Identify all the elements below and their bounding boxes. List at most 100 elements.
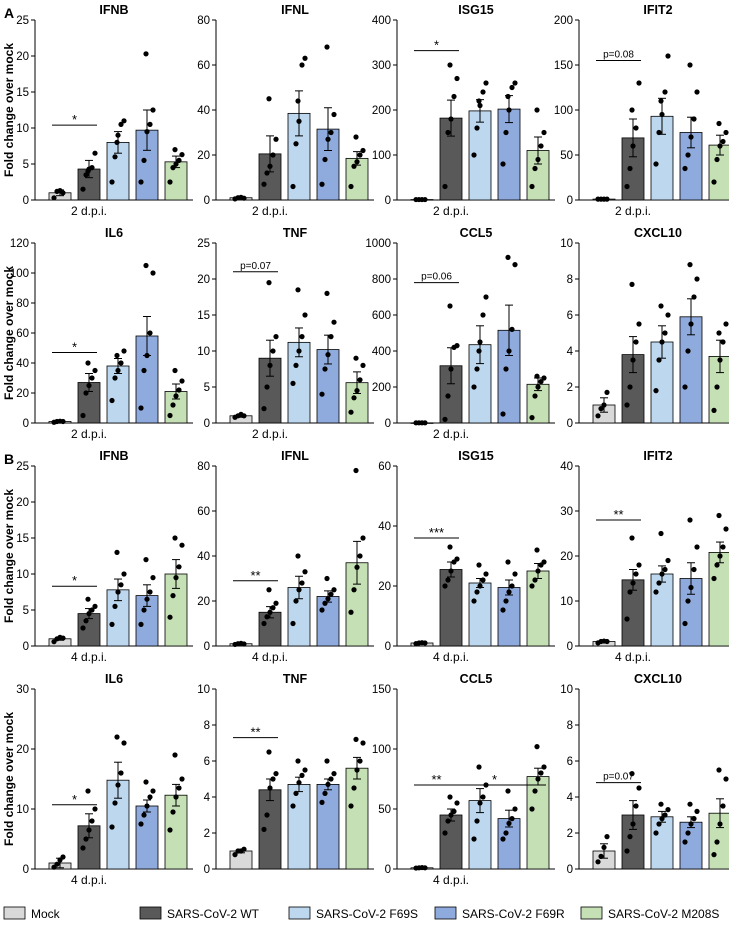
- y-tick-label: 0: [23, 195, 29, 207]
- data-point: [322, 366, 328, 372]
- bar-3: [468, 582, 492, 647]
- data-point: [141, 367, 147, 374]
- y-tick-label: 0: [385, 195, 391, 207]
- data-point: [636, 562, 642, 568]
- data-point: [173, 393, 179, 399]
- data-point: [532, 788, 538, 794]
- data-point: [115, 132, 121, 138]
- data-point: [477, 800, 483, 806]
- data-point: [653, 161, 659, 167]
- data-point: [353, 355, 359, 361]
- data-point: [422, 196, 428, 203]
- x-axis-label: 4 d.p.i.: [433, 650, 469, 664]
- data-point: [694, 544, 700, 550]
- x-axis-label: 4 d.p.i.: [252, 650, 288, 664]
- legend-swatch: [434, 906, 457, 920]
- data-point: [662, 89, 668, 95]
- data-point: [176, 387, 182, 393]
- data-point: [474, 125, 480, 131]
- y-tick-label: 20: [560, 551, 573, 563]
- data-point: [601, 844, 607, 851]
- significance-label: **: [250, 568, 260, 583]
- legend-swatch: [3, 906, 26, 920]
- y-tick-label: 40: [378, 521, 391, 533]
- data-point: [273, 334, 279, 340]
- data-point: [261, 181, 267, 187]
- x-axis-label: 2 d.p.i.: [71, 204, 107, 218]
- data-point: [717, 821, 723, 827]
- data-point: [60, 635, 66, 641]
- data-point: [144, 129, 150, 135]
- panel-letter-a: A: [4, 5, 14, 21]
- data-point: [474, 818, 480, 824]
- data-point: [348, 183, 354, 190]
- data-point: [266, 749, 272, 755]
- data-point: [691, 116, 697, 122]
- data-point: [633, 125, 639, 131]
- chart-a-tnf: TNF 0 5 10 15 20 25 p=0.07 2 d.p.i.: [197, 226, 374, 441]
- data-point: [627, 834, 633, 840]
- data-point: [54, 861, 60, 867]
- data-point: [454, 800, 460, 806]
- data-point: [538, 143, 544, 149]
- legend-label: SARS-CoV-2 F69S: [316, 907, 418, 921]
- data-point: [351, 587, 357, 593]
- y-tick-label: 60: [16, 328, 29, 340]
- data-point: [266, 587, 272, 593]
- significance-label: p=0.06: [421, 272, 452, 283]
- data-point: [471, 836, 477, 842]
- significance-label: *: [434, 38, 439, 53]
- y-tick-label: 0: [204, 195, 210, 207]
- data-point: [273, 600, 279, 606]
- data-point: [471, 384, 477, 390]
- data-point: [172, 535, 178, 541]
- data-point: [691, 566, 697, 573]
- data-point: [360, 147, 366, 154]
- data-point: [624, 848, 630, 854]
- data-point: [448, 568, 454, 574]
- data-point: [296, 587, 302, 593]
- data-point: [532, 577, 538, 583]
- chart-b-cxcl10: CXCL10 0 2 4 6 8 10 p=0.07: [560, 672, 729, 876]
- data-point: [477, 583, 483, 589]
- y-tick-label: 60: [197, 60, 210, 72]
- data-point: [109, 621, 115, 628]
- data-point: [348, 803, 354, 809]
- y-tick-label: 200: [372, 105, 391, 117]
- data-point: [353, 736, 359, 743]
- data-point: [716, 767, 722, 773]
- legend-swatch: [288, 906, 311, 920]
- data-point: [319, 799, 325, 806]
- data-point: [112, 800, 118, 806]
- y-tick-label: 20: [197, 596, 210, 608]
- data-point: [658, 303, 664, 309]
- bar-5: [708, 355, 729, 424]
- data-point: [656, 821, 662, 827]
- data-point: [150, 107, 156, 113]
- y-axis-label: Fold change over mock: [2, 43, 16, 177]
- legend-swatch: [139, 906, 162, 920]
- data-point: [232, 852, 238, 858]
- data-point: [662, 812, 668, 818]
- data-point: [270, 776, 276, 782]
- data-point: [476, 348, 482, 354]
- chart-title: IFNB: [99, 449, 128, 463]
- data-point: [143, 557, 149, 563]
- y-tick-label: 50: [560, 150, 573, 162]
- data-point: [167, 827, 173, 833]
- y-axis-label: Fold change over mock: [2, 266, 16, 400]
- data-point: [714, 562, 720, 568]
- data-point: [720, 339, 726, 345]
- data-point: [480, 577, 486, 583]
- data-point: [121, 118, 127, 124]
- data-point: [295, 287, 301, 293]
- data-point: [656, 580, 662, 586]
- data-point: [261, 406, 267, 412]
- y-tick-label: 40: [560, 461, 573, 473]
- data-point: [685, 598, 691, 604]
- chart-title: CXCL10: [634, 226, 682, 240]
- y-tick-label: 2: [567, 828, 573, 840]
- bar-4: [135, 805, 159, 870]
- data-point: [143, 51, 149, 57]
- data-point: [89, 818, 95, 824]
